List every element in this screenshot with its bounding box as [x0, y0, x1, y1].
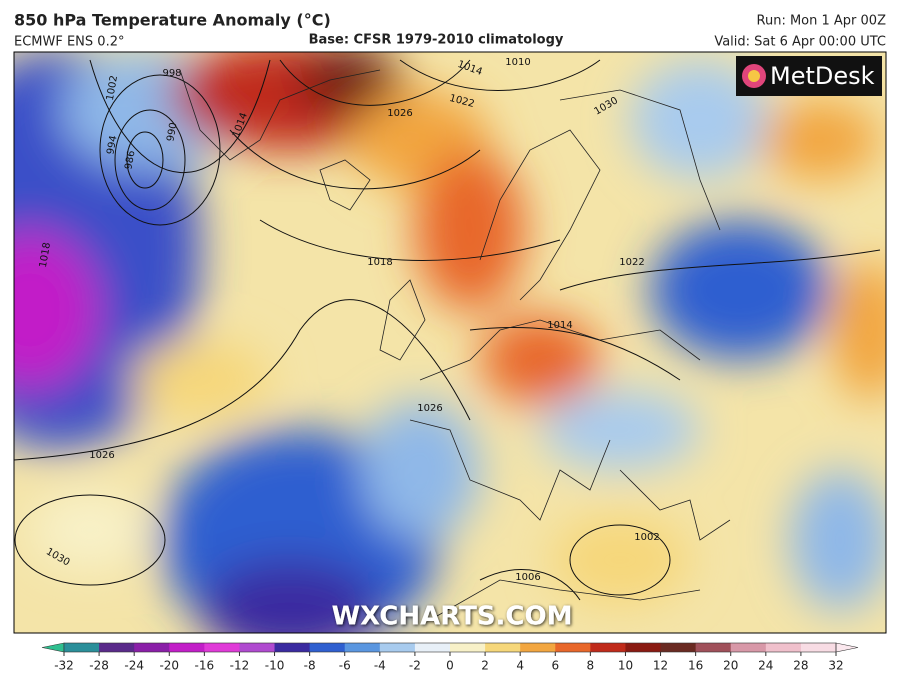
colorbar-segment: [99, 643, 135, 652]
isobar-label: 998: [162, 68, 181, 79]
base: Base: CFSR 1979-2010 climatology: [309, 33, 564, 48]
colorbar-segment: [64, 643, 100, 652]
colorbar-tick-label: 2: [481, 659, 489, 673]
isobar-label: 1002: [634, 532, 659, 543]
isobar-label: 1014: [547, 320, 572, 331]
colorbar-tick-label: -10: [265, 659, 285, 673]
colorbar-end: [835, 642, 859, 653]
colorbar-tick-label: -32: [54, 659, 74, 673]
colorbar-segment: [800, 643, 837, 652]
colorbar-tick-label: 20: [723, 659, 738, 673]
colorbar-tick-label: 16: [688, 659, 703, 673]
isobar-label: 1026: [89, 450, 114, 461]
isobar-label: 990: [165, 122, 179, 143]
colorbar-segment: [660, 643, 697, 652]
map: MetDesk WXCHARTS.COM: [14, 52, 886, 633]
colorbar-segment: [414, 643, 451, 652]
colorbar-tick-label: 0: [446, 659, 454, 673]
isobar-label: 1018: [367, 257, 392, 268]
logo: MetDesk: [770, 62, 875, 90]
colorbar-segment: [555, 643, 591, 652]
colorbar-tick-label: -2: [409, 659, 421, 673]
colorbar-tick-label: -6: [339, 659, 351, 673]
colorbar-tick-label: 32: [828, 659, 843, 673]
colorbar-tick-label: 6: [551, 659, 559, 673]
colorbar-segment: [274, 643, 311, 652]
colorbar-segment: [450, 643, 486, 652]
colorbar-segment: [765, 643, 802, 652]
run: Run: Mon 1 Apr 00Z: [757, 14, 887, 29]
colorbar-tick-label: 8: [587, 659, 595, 673]
colorbar-tick-label: -28: [89, 659, 109, 673]
isobar-label: 1010: [505, 57, 530, 68]
colorbar-segment: [695, 643, 732, 652]
colorbar-segment: [344, 643, 381, 652]
isobar-label: 1006: [515, 572, 540, 583]
colorbar-segment: [590, 643, 626, 652]
isobar-label: 1022: [619, 257, 644, 268]
colorbar-segment: [239, 643, 276, 652]
colorbar-segment: [134, 643, 170, 652]
colorbar-tick-label: 10: [618, 659, 633, 673]
colorbar-tick-label: -12: [230, 659, 250, 673]
watermark: WXCHARTS.COM: [331, 602, 572, 632]
isobar-label: 986: [123, 150, 137, 171]
colorbar-tick-label: 12: [653, 659, 668, 673]
colorbar-end: [41, 642, 65, 653]
colorbar-segment: [625, 643, 662, 652]
colorbar-segment: [169, 643, 205, 652]
map-frame: [13, 51, 887, 634]
isobar-label: 1026: [387, 108, 412, 119]
colorbar-tick-label: 28: [793, 659, 808, 673]
colorbar-tick-label: -8: [304, 659, 316, 673]
colorbar-segment: [730, 643, 767, 652]
colorbar-segment: [485, 643, 521, 652]
colorbar-segment: [379, 643, 416, 652]
colorbar-tick-label: 24: [758, 659, 773, 673]
colorbar-tick-label: -20: [159, 659, 179, 673]
colorbar-segment: [309, 643, 346, 652]
colorbar-segment: [520, 643, 556, 652]
colorbar-segment: [204, 643, 240, 652]
model: ECMWF ENS 0.2°: [14, 35, 124, 50]
colorbar-tick-label: -4: [374, 659, 386, 673]
isobar-label: 1018: [38, 242, 53, 269]
title: 850 hPa Temperature Anomaly (°C): [14, 11, 331, 30]
isobar-label: 1026: [417, 403, 442, 414]
colorbar-tick-label: -16: [195, 659, 215, 673]
isobar-label: 994: [105, 135, 119, 156]
colorbar-tick-label: 4: [516, 659, 524, 673]
valid: Valid: Sat 6 Apr 00:00 UTC: [714, 35, 886, 50]
colorbar-tick-label: -24: [124, 659, 144, 673]
isobar-label: 1002: [105, 75, 120, 102]
